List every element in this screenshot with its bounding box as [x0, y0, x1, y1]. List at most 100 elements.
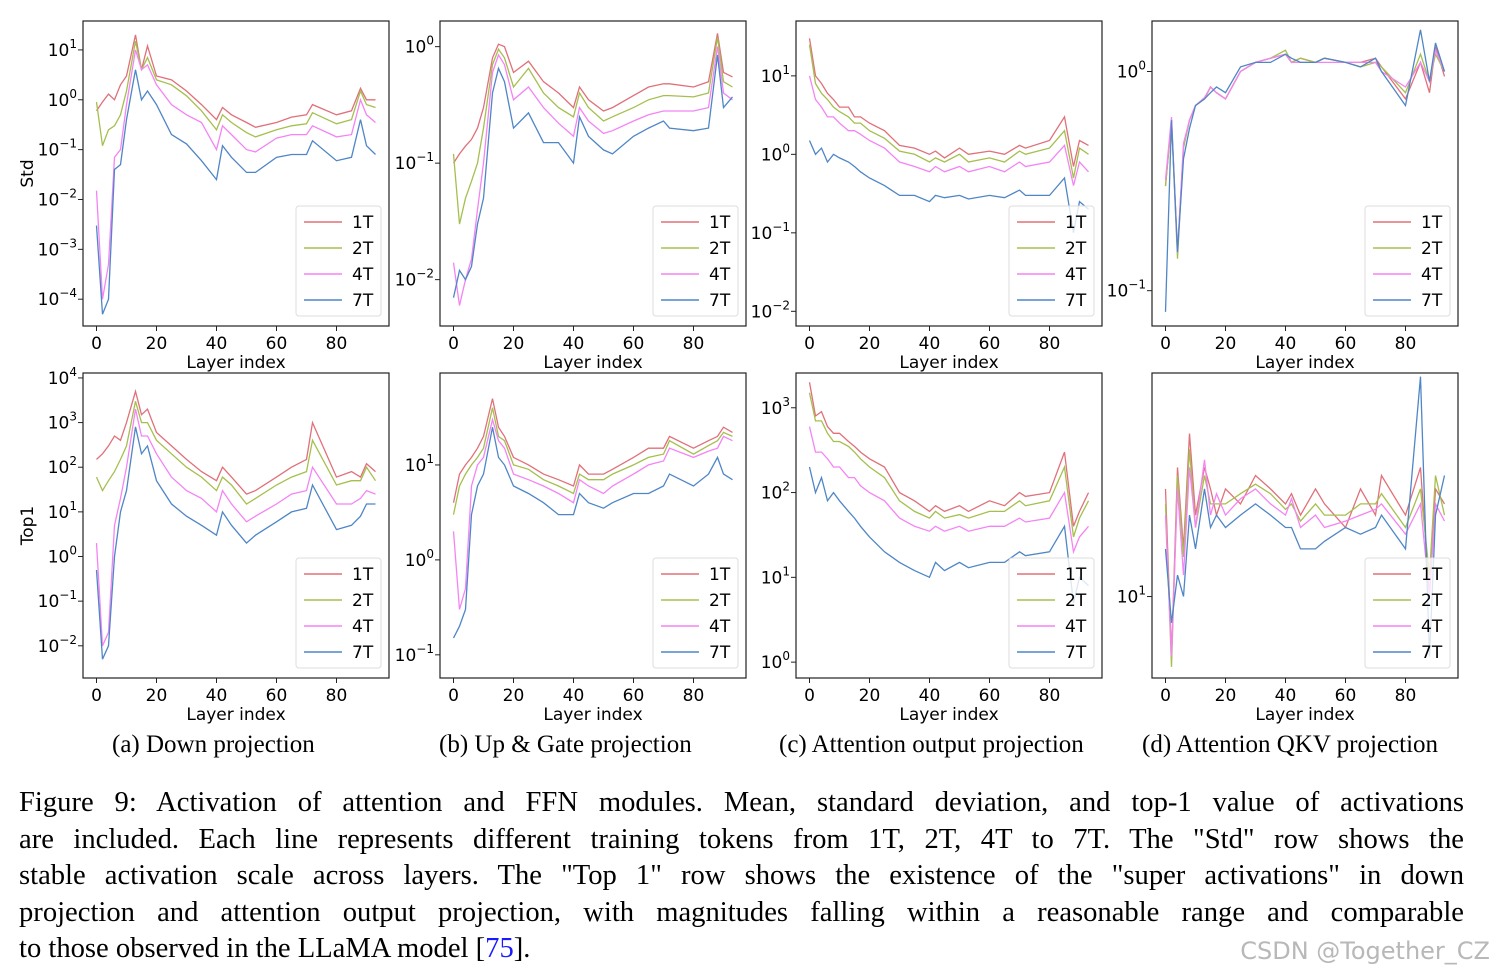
legend-box	[1008, 557, 1095, 669]
y-tick-label: 102	[48, 454, 77, 478]
legend-label: 4T	[1421, 617, 1443, 637]
x-tick-label: 20	[1215, 334, 1237, 354]
chart-panel: 0 20 40 60 80 Layer index 101 100 10−1 1T 2T 4T 7T	[395, 372, 747, 725]
legend: 1T 2T 4T 7T	[652, 205, 739, 317]
y-tick-label: 100	[405, 547, 434, 571]
legend-box	[295, 205, 382, 317]
series-line-4T	[95, 408, 376, 647]
series-line-7T	[95, 426, 376, 660]
x-tick-label: 20	[146, 686, 168, 706]
y-tick-label: 10−1	[1107, 278, 1146, 302]
series-line-7T	[808, 140, 1089, 233]
x-tick-label: 60	[979, 686, 1001, 706]
x-tick-label: 0	[448, 686, 459, 706]
y-tick-label: 10−1	[395, 150, 434, 174]
chart-panel: 0 20 40 60 80 Layer index 101 100 10−1 10−2 10−3 10…	[18, 20, 390, 373]
y-tick-label: 101	[48, 37, 77, 61]
x-tick-label: 80	[683, 334, 705, 354]
y-tick-label: 103	[761, 395, 790, 419]
legend-label: 1T	[709, 565, 731, 585]
x-tick-label: 80	[1039, 334, 1061, 354]
y-tick-label: 100	[405, 34, 434, 58]
legend-label: 2T	[1421, 591, 1443, 611]
x-tick-label: 20	[503, 334, 525, 354]
x-axis-label: Layer index	[186, 353, 285, 373]
x-tick-label: 20	[859, 334, 881, 354]
plot-frame	[439, 20, 747, 327]
legend: 1T 2T 4T 7T	[1008, 557, 1095, 669]
series-line-4T	[95, 49, 376, 300]
caption-line: are included. Each line represents diffe…	[19, 823, 1464, 855]
x-axis-label: Layer index	[186, 705, 285, 725]
x-tick-label: 0	[91, 686, 102, 706]
chart-panel: 0 20 40 60 80 Layer index 100 10−1 1T 2T 4T 7T	[1107, 20, 1459, 373]
legend-label: 7T	[1421, 291, 1443, 311]
subcaption-d: (d) Attention QKV projection	[1142, 731, 1439, 758]
caption-text: to those observed in the LLaMA model [	[19, 933, 486, 965]
series-line-1T	[95, 34, 376, 128]
legend-label: 1T	[1065, 565, 1087, 585]
x-tick-label: 40	[206, 334, 228, 354]
x-tick-label: 40	[1275, 686, 1297, 706]
legend-label: 4T	[352, 265, 374, 285]
legend-label: 2T	[709, 239, 731, 259]
legend-box	[1364, 557, 1451, 669]
legend-label: 2T	[709, 591, 731, 611]
x-tick-label: 80	[1395, 686, 1417, 706]
subcaption-b: (b) Up & Gate projection	[439, 731, 692, 758]
legend-label: 4T	[1421, 265, 1443, 285]
citation-link[interactable]: 75	[485, 933, 514, 965]
x-axis-label: Layer index	[899, 353, 998, 373]
x-tick-label: 20	[1215, 686, 1237, 706]
x-tick-label: 40	[1275, 334, 1297, 354]
legend: 1T 2T 4T 7T	[1364, 557, 1451, 669]
series-line-1T	[1164, 433, 1446, 657]
series-line-7T	[95, 69, 376, 315]
legend-label: 4T	[1065, 617, 1087, 637]
plot-frame	[1151, 372, 1459, 679]
series-line-4T	[452, 417, 733, 610]
legend-label: 1T	[1065, 213, 1087, 233]
caption-line: projection and attention output projecti…	[19, 896, 1464, 928]
legend-label: 7T	[709, 291, 731, 311]
series-line-2T	[95, 401, 377, 505]
x-tick-label: 40	[563, 686, 585, 706]
legend-box	[1008, 205, 1095, 317]
legend-label: 1T	[709, 213, 731, 233]
y-tick-label: 10−1	[751, 220, 790, 244]
x-tick-label: 60	[266, 686, 288, 706]
series-line-2T	[95, 40, 376, 146]
legend-label: 7T	[1065, 291, 1087, 311]
x-tick-label: 80	[683, 686, 705, 706]
caption-line: to those observed in the LLaMA model [75…	[19, 931, 1464, 968]
legend-label: 2T	[352, 591, 374, 611]
x-axis-label: Layer index	[1255, 353, 1354, 373]
chart-panel: 0 20 40 60 80 Layer index 104 103 102 101 100 10−1 1…	[18, 365, 390, 725]
y-tick-label: 10−1	[395, 642, 434, 666]
plot-frame	[439, 372, 747, 679]
x-tick-label: 0	[1160, 334, 1171, 354]
x-tick-label: 0	[1160, 686, 1171, 706]
legend-label: 4T	[1065, 265, 1087, 285]
y-tick-label: 100	[1117, 59, 1146, 83]
plot-frame	[795, 372, 1103, 679]
figure-caption: Figure 9: Activation of attention and FF…	[19, 785, 1464, 968]
y-tick-label: 10−1	[38, 588, 77, 612]
y-tick-label: 10−1	[38, 137, 77, 161]
legend-box	[652, 205, 739, 317]
series-line-4T	[452, 46, 733, 306]
series-line-7T	[452, 427, 733, 639]
series-line-1T	[808, 38, 1089, 167]
legend-label: 7T	[352, 643, 374, 663]
legend-box	[652, 557, 739, 669]
plot-frame	[82, 372, 390, 679]
plot-frame	[1151, 20, 1459, 327]
x-tick-label: 80	[326, 686, 348, 706]
series-line-2T	[452, 407, 733, 515]
x-tick-label: 80	[1395, 334, 1417, 354]
y-tick-label: 100	[761, 141, 790, 165]
legend-label: 1T	[352, 565, 374, 585]
caption-line: stable activation scale across layers. T…	[19, 860, 1464, 892]
chart-panel: 0 20 40 60 80 Layer index 100 10−1 10−2 1T 2T 4T 7T	[395, 20, 747, 373]
chart-panel: 0 20 40 60 80 Layer index 101 1T 2T 4T 7T	[1117, 372, 1459, 725]
